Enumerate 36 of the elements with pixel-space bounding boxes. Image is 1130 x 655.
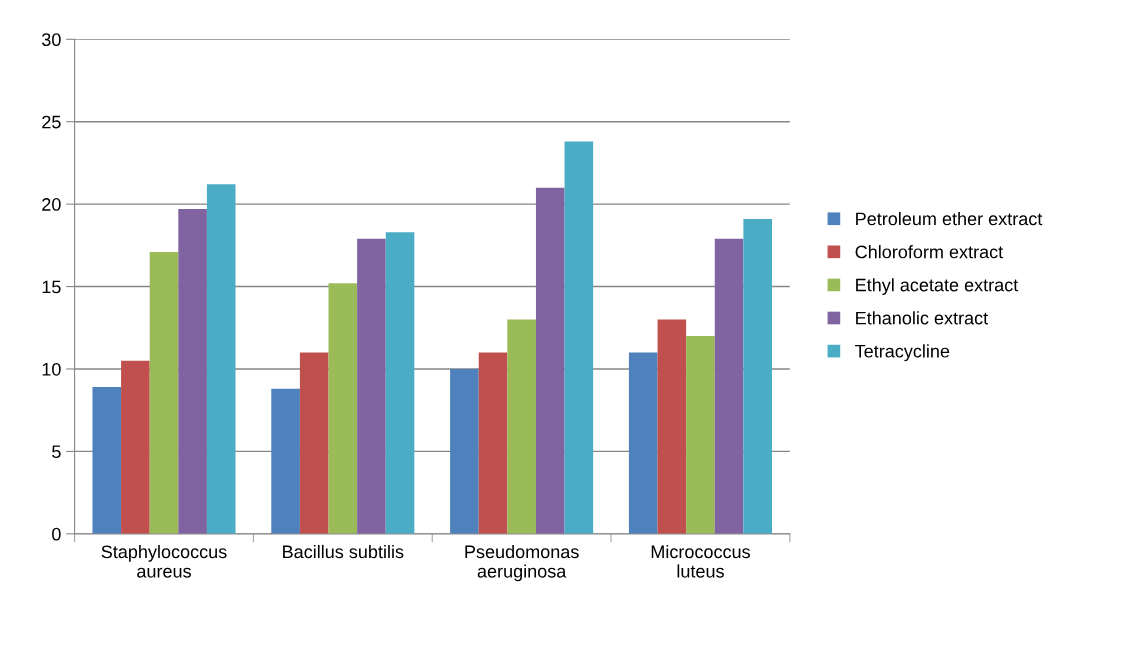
y-tick-label: 30 [41,33,61,47]
bar [357,238,386,534]
bar [206,184,236,534]
x-tick-label: Micrococcus luteus [651,544,750,578]
legend-label: Chloroform extract [855,245,1004,259]
legend-label: Ethyl acetate extract [856,278,1019,295]
bar [743,218,772,534]
y-tick-label: 0 [52,527,61,541]
y-tick-label: 15 [42,280,61,294]
bar [121,360,150,534]
bar [299,352,329,534]
bar [535,187,565,534]
bar [149,251,179,534]
bar [92,387,122,534]
bar [478,352,508,534]
bar [385,232,415,534]
y-tick-label: 25 [42,115,61,129]
bar [178,209,207,534]
y-tick-label: 20 [42,198,61,211]
y-tick-label: 10 [42,362,61,376]
bar [628,352,658,534]
bar [328,283,358,534]
x-tick-label: Pseudomonas aeruginosa [465,544,579,582]
y-tick-label: 5 [52,445,61,459]
bar [564,141,594,534]
bar [271,388,300,534]
bar [657,319,687,534]
bar [507,319,536,534]
bar [450,368,479,534]
legend-label: Petroleum ether extract [856,211,1043,226]
legend-label: Tetracycline [855,344,950,362]
bar [686,336,715,534]
x-tick-label: Staphylococcus aureus [101,544,227,578]
bar [714,238,744,534]
x-tick-label: Bacillus subtilis [283,544,404,559]
legend-label: Ethanolic extract [856,311,989,325]
